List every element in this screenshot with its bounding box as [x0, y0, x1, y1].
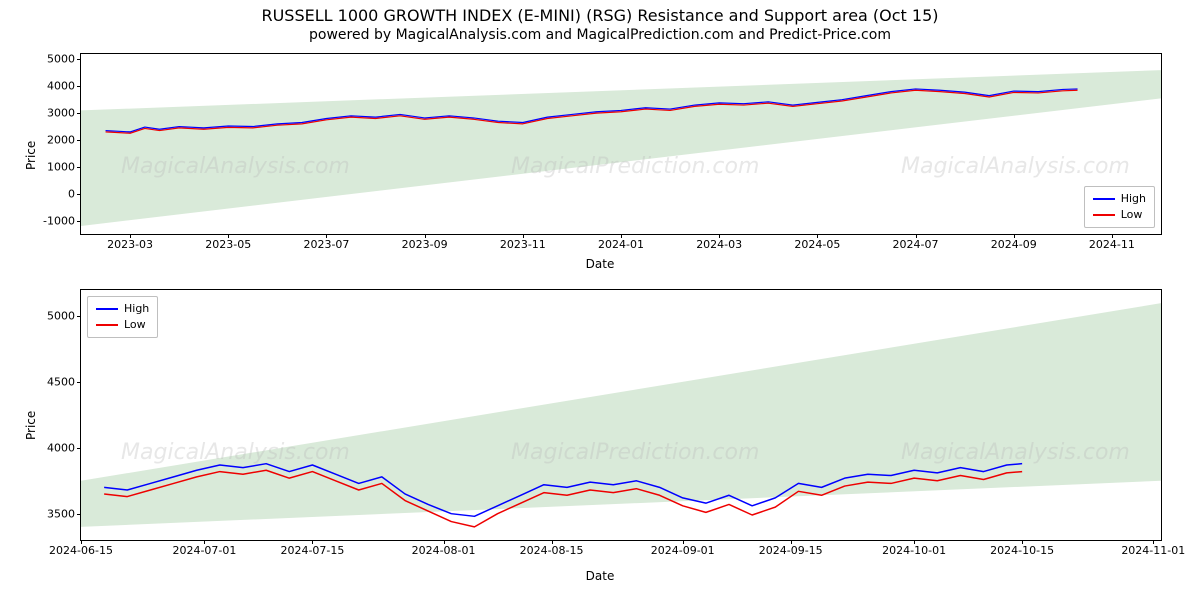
legend-swatch-low	[1093, 214, 1115, 216]
legend-swatch-high	[96, 308, 118, 310]
chart2-xlabel: Date	[0, 569, 1200, 583]
legend-item-high: High	[96, 301, 149, 317]
legend-label-low: Low	[124, 317, 146, 333]
legend-label-high: High	[124, 301, 149, 317]
chart1-block: Price MagicalAnalysis.com MagicalPredict…	[0, 47, 1200, 277]
chart1-legend: High Low	[1084, 186, 1155, 228]
chart-title: RUSSELL 1000 GROWTH INDEX (E-MINI) (RSG)…	[0, 0, 1200, 25]
ytick-label: 3500	[47, 507, 81, 520]
ytick-label: 5000	[47, 310, 81, 323]
legend-swatch-high	[1093, 198, 1115, 200]
chart2-svg	[81, 290, 1161, 540]
ytick-label: 2000	[47, 133, 81, 146]
ytick-label: 3000	[47, 107, 81, 120]
chart2-legend: High Low	[87, 296, 158, 338]
page-root: RUSSELL 1000 GROWTH INDEX (E-MINI) (RSG)…	[0, 0, 1200, 600]
chart1-xlabel: Date	[0, 257, 1200, 271]
legend-item-low: Low	[1093, 207, 1146, 223]
ytick-label: 4000	[47, 80, 81, 93]
chart-subtitle: powered by MagicalAnalysis.com and Magic…	[0, 25, 1200, 47]
legend-item-low: Low	[96, 317, 149, 333]
legend-label-high: High	[1121, 191, 1146, 207]
ytick-label: -1000	[43, 214, 81, 227]
chart1-svg	[81, 54, 1161, 234]
chart2-plot-area: MagicalAnalysis.com MagicalPrediction.co…	[80, 289, 1162, 541]
chart1-ylabel: Price	[24, 141, 38, 170]
chart2-block: Price MagicalAnalysis.com MagicalPredict…	[0, 277, 1200, 589]
ytick-label: 1000	[47, 160, 81, 173]
legend-swatch-low	[96, 324, 118, 326]
ytick-label: 4000	[47, 441, 81, 454]
chart2-ylabel: Price	[24, 411, 38, 440]
ytick-label: 4500	[47, 376, 81, 389]
chart1-plot-area: MagicalAnalysis.com MagicalPrediction.co…	[80, 53, 1162, 235]
ytick-label: 5000	[47, 53, 81, 66]
legend-item-high: High	[1093, 191, 1146, 207]
legend-label-low: Low	[1121, 207, 1143, 223]
